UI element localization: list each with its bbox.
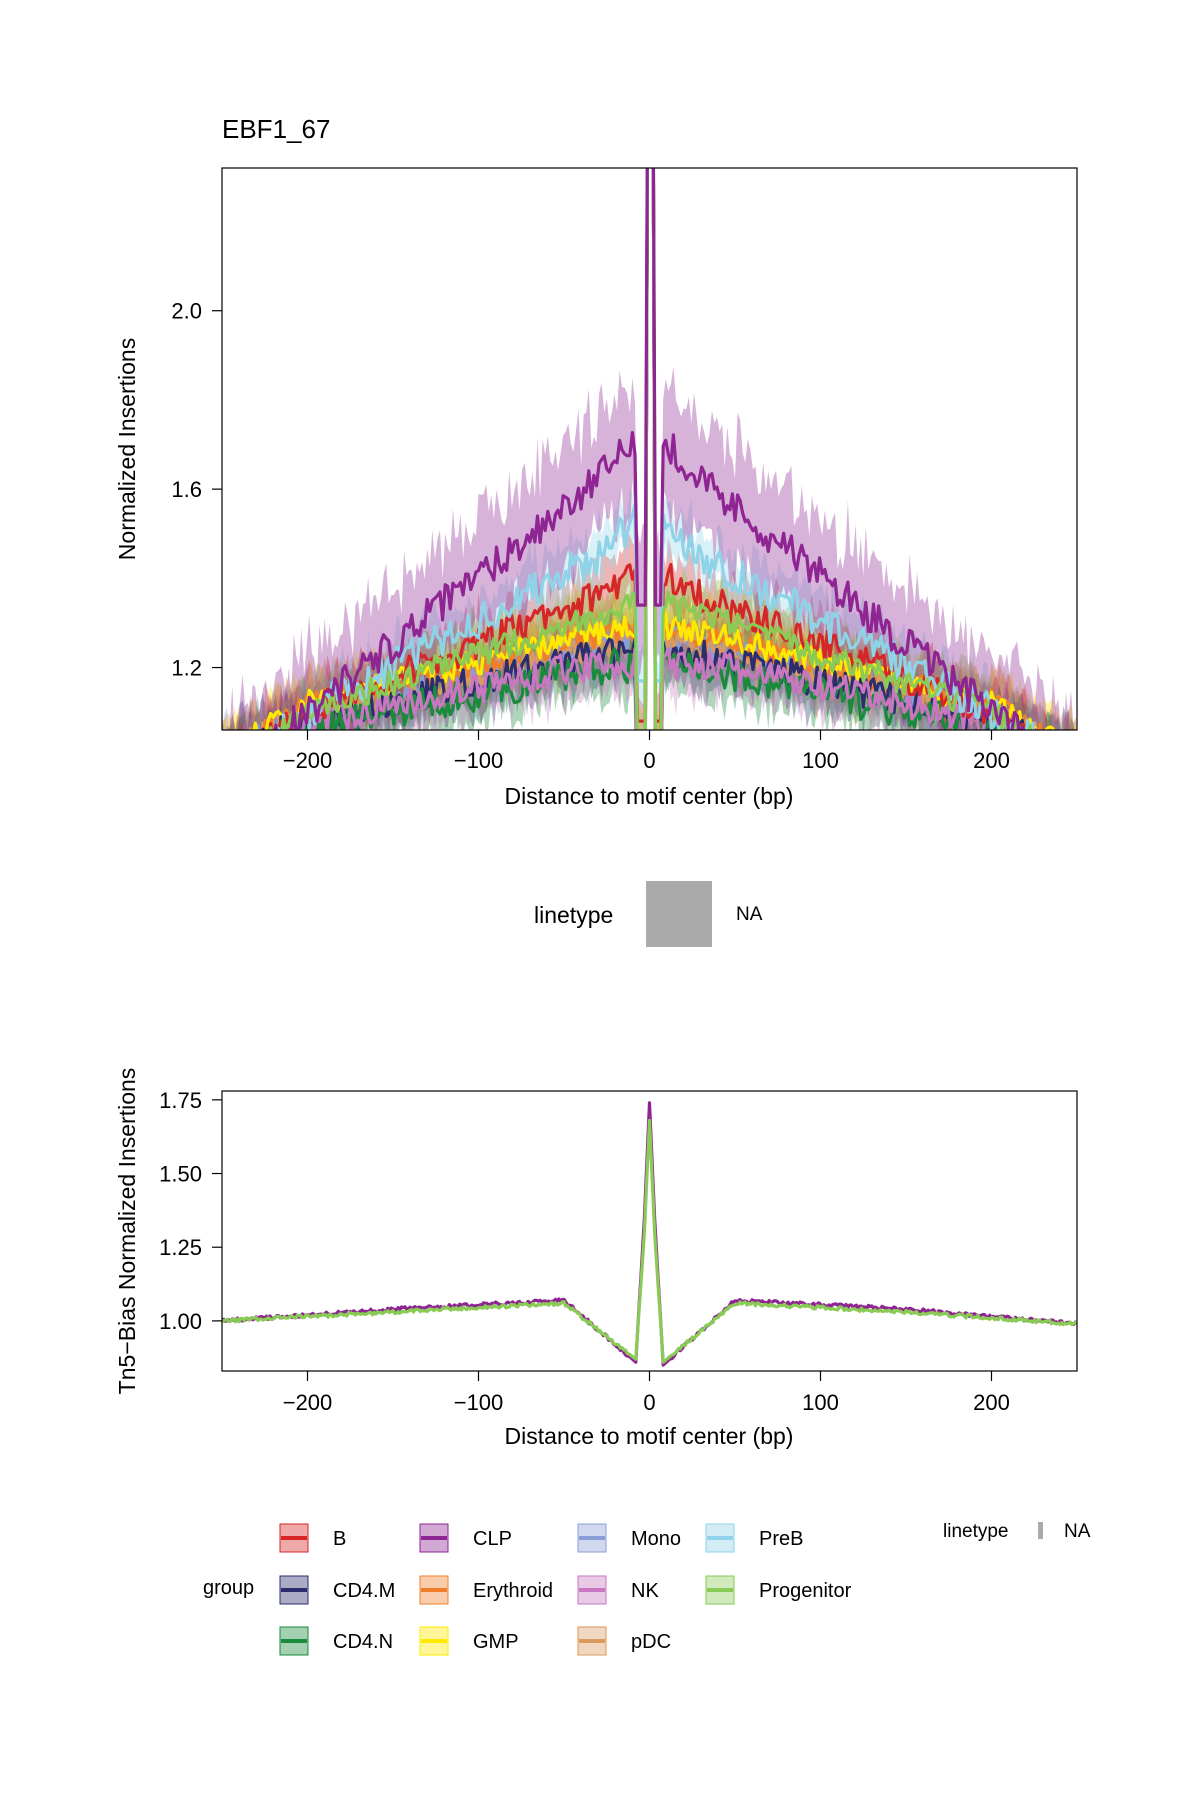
y-axis: 1.2 1.6 2.0	[171, 299, 222, 681]
ribbon-mono	[222, 168, 1077, 730]
y-tick-label: 1.2	[171, 656, 202, 681]
group-legend-items: B CD4.M CD4.N CLP Erythroid GMP Mono NK pDC PreB P…	[279, 1523, 852, 1656]
series-lines	[222, 1101, 1077, 1367]
legend-label: PreB	[759, 1528, 803, 1550]
ribbon-pdc	[222, 168, 1073, 730]
x-tick-label: −200	[283, 748, 333, 773]
series-line-nk	[286, 168, 1025, 730]
y-tick-label: 1.6	[171, 477, 202, 502]
x-tick-label: 100	[802, 1390, 839, 1415]
ribbon-clp	[228, 168, 1074, 730]
x-tick-label: −200	[283, 1390, 333, 1415]
legend-item-b: B	[279, 1523, 346, 1553]
linetype-legend-key	[1038, 1522, 1043, 1539]
legend-item-pdc: pDC	[577, 1626, 671, 1656]
chart-title: EBF1_67	[222, 114, 330, 144]
legend-label: CLP	[473, 1528, 512, 1550]
series-line-clp	[273, 168, 1025, 730]
x-tick-label: 0	[643, 748, 655, 773]
legend-label: NK	[631, 1580, 659, 1602]
bias-panel: −200 −100 0 100 200 1.00 1.25 1.50 1.75 Distanc…	[114, 1068, 1078, 1449]
series-lines	[248, 168, 1055, 730]
group-legend: group B CD4.M CD4.N CLP Erythroid GMP Mono NK pD…	[203, 1521, 1091, 1656]
legend-item-clp: CLP	[419, 1523, 512, 1553]
linetype-legend-title: linetype	[943, 1521, 1009, 1542]
legend-item-cd4-m: CD4.M	[279, 1575, 395, 1605]
x-axis-label: Distance to motif center (bp)	[505, 1423, 794, 1449]
y-tick-label: 2.0	[171, 299, 202, 324]
y-tick-label: 1.50	[159, 1162, 202, 1187]
legend-item-gmp: GMP	[419, 1626, 519, 1656]
legend-label: pDC	[631, 1631, 671, 1653]
series-line-clp	[222, 1101, 1077, 1367]
y-axis: 1.00 1.25 1.50 1.75	[159, 1088, 222, 1334]
y-tick-label: 1.00	[159, 1309, 202, 1334]
legend-item-erythroid: Erythroid	[419, 1575, 553, 1605]
legend-label: CD4.N	[333, 1631, 393, 1653]
y-axis-label: Tn5−Bias Normalized Insertions	[114, 1068, 140, 1395]
profile-panel: EBF1_67 −200 −100 0 100 200 1.2 1.6 2.0 Distan…	[114, 114, 1078, 809]
legend-item-mono: Mono	[577, 1523, 681, 1553]
x-tick-label: −100	[454, 1390, 504, 1415]
linetype-legend-label: NA	[736, 904, 763, 925]
linetype-legend-key	[646, 881, 712, 947]
y-axis-label: Normalized Insertions	[114, 338, 140, 560]
legend-item-preb: PreB	[705, 1523, 803, 1553]
legend-item-nk: NK	[577, 1575, 659, 1605]
x-tick-label: 0	[643, 1390, 655, 1415]
x-axis-label: Distance to motif center (bp)	[505, 783, 794, 809]
legend-label: Mono	[631, 1528, 681, 1550]
legend-item-cd4-n: CD4.N	[279, 1626, 393, 1656]
legend-label: Progenitor	[759, 1580, 852, 1602]
y-tick-label: 1.25	[159, 1235, 202, 1260]
linetype-legend-title: linetype	[534, 902, 613, 928]
x-tick-label: 200	[973, 748, 1010, 773]
legend-item-progenitor: Progenitor	[705, 1575, 852, 1605]
x-axis: −200 −100 0 100 200	[283, 1371, 1010, 1415]
series-line-progenitor	[222, 1118, 1077, 1364]
y-tick-label: 1.75	[159, 1088, 202, 1113]
x-tick-label: 100	[802, 748, 839, 773]
x-tick-label: 200	[973, 1390, 1010, 1415]
x-tick-label: −100	[454, 748, 504, 773]
linetype-legend: linetype NA	[534, 881, 763, 947]
legend-label: GMP	[473, 1631, 519, 1653]
ribbon-erythroid	[222, 168, 1077, 730]
legend-label: CD4.M	[333, 1580, 395, 1602]
group-legend-title: group	[203, 1577, 254, 1599]
series-line-progenitor	[268, 168, 1033, 730]
legend-label: Erythroid	[473, 1580, 553, 1602]
legend-label: B	[333, 1528, 346, 1550]
linetype-legend-label: NA	[1064, 1521, 1091, 1542]
x-axis: −200 −100 0 100 200	[283, 730, 1010, 773]
